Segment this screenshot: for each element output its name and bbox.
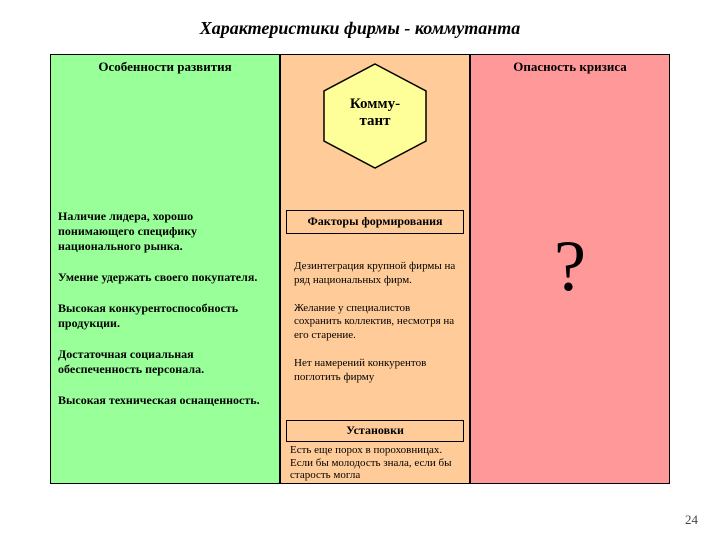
left-item: Высокая конкурентоспособность продукции. bbox=[50, 297, 280, 335]
left-items: Наличие лидера, хорошо понимающего специ… bbox=[50, 205, 280, 412]
right-header: Опасность кризиса bbox=[471, 55, 669, 79]
settings-header: Установки bbox=[287, 421, 463, 442]
hexagon: Комму- тант bbox=[320, 62, 430, 170]
slide-title: Характеристики фирмы - коммутанта bbox=[0, 18, 720, 39]
factors-list: Дезинтеграция крупной фирмы на ряд нацио… bbox=[286, 256, 464, 388]
page-number: 24 bbox=[685, 512, 698, 528]
hexagon-label: Комму- тант bbox=[320, 96, 430, 130]
factor-item: Нет намерений конкурентов поглотить фирм… bbox=[286, 353, 464, 389]
factors-header: Факторы формирования bbox=[287, 211, 463, 233]
left-item: Высокая техническая оснащенность. bbox=[50, 389, 280, 412]
factors-header-box: Факторы формирования bbox=[286, 210, 464, 234]
settings-text: Есть еще порох в пороховницах. Если бы м… bbox=[290, 444, 464, 482]
left-item: Достаточная социальная обеспеченность пе… bbox=[50, 343, 280, 381]
slide: Характеристики фирмы - коммутанта Особен… bbox=[0, 0, 720, 540]
settings-header-box: Установки bbox=[286, 420, 464, 442]
factor-item: Желание у специалистов сохранить коллект… bbox=[286, 298, 464, 347]
factor-item: Дезинтеграция крупной фирмы на ряд нацио… bbox=[286, 256, 464, 292]
left-item: Наличие лидера, хорошо понимающего специ… bbox=[50, 205, 280, 258]
question-mark: ? bbox=[470, 225, 670, 308]
left-header: Особенности развития bbox=[51, 55, 279, 79]
left-item: Умение удержать своего покупателя. bbox=[50, 266, 280, 289]
